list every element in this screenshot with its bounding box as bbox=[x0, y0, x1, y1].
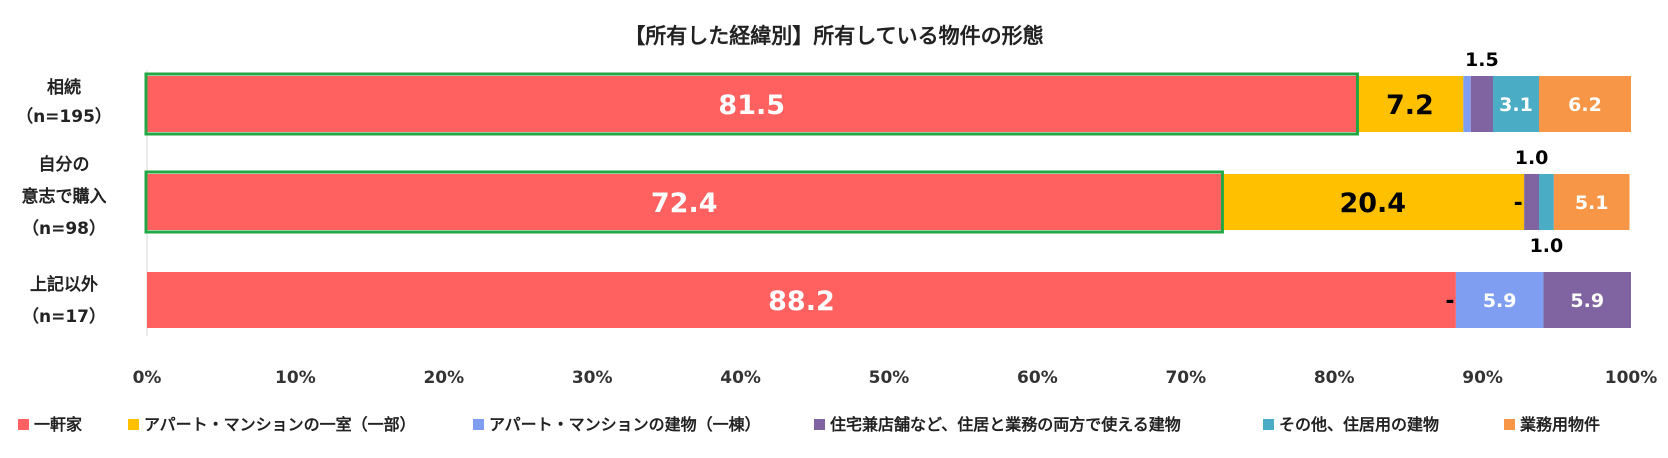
x-tick-label: 60% bbox=[1017, 368, 1058, 388]
x-tick-label: 80% bbox=[1314, 368, 1355, 388]
bar-segment bbox=[1524, 174, 1539, 230]
bar-segment bbox=[147, 174, 1222, 230]
chart-title: 【所有した経緯別】所有している物件の形態 bbox=[624, 24, 1043, 48]
category-label: （n=17） bbox=[22, 306, 106, 327]
value-label: 1.0 bbox=[1530, 235, 1564, 257]
value-label: 1.5 bbox=[1465, 49, 1499, 71]
value-label: 5.9 bbox=[1483, 290, 1517, 312]
legend-label: 業務用物件 bbox=[1519, 415, 1600, 434]
x-tick-label: 0% bbox=[133, 368, 162, 388]
bar-segment bbox=[1470, 76, 1493, 132]
bar-segment bbox=[147, 76, 1357, 132]
value-label: 88.2 bbox=[768, 286, 835, 317]
bars bbox=[144, 72, 1631, 328]
value-label: - bbox=[1514, 191, 1523, 216]
bar-segment bbox=[1538, 174, 1554, 230]
value-label: 81.5 bbox=[718, 90, 785, 121]
category-label: （n=98） bbox=[22, 218, 106, 239]
value-label: 3.1 bbox=[1499, 94, 1533, 116]
value-label: 20.4 bbox=[1339, 188, 1406, 219]
bar-segment bbox=[1543, 272, 1631, 328]
bar-segment bbox=[1455, 272, 1544, 328]
legend: 一軒家 アパート・マンションの一室（一部） アパート・マンションの建物（一棟） 住宅兼… bbox=[18, 415, 1600, 434]
value-label: 6.2 bbox=[1568, 94, 1602, 116]
legend-label: 住宅兼店舗など、住居と業務の両方で使える建物 bbox=[830, 415, 1181, 434]
category-label: 上記以外 bbox=[30, 274, 98, 295]
legend-label: 一軒家 bbox=[34, 415, 83, 434]
value-label: 72.4 bbox=[651, 188, 718, 219]
category-label: （n=195） bbox=[16, 106, 112, 127]
category-label: 意志で購入 bbox=[22, 186, 107, 207]
x-tick-label: 10% bbox=[275, 368, 316, 388]
bar-segment bbox=[1492, 76, 1539, 132]
category-label: 自分の bbox=[39, 154, 90, 175]
value-label: 7.2 bbox=[1386, 90, 1434, 121]
legend-swatch bbox=[1263, 419, 1274, 430]
legend-swatch bbox=[473, 419, 484, 430]
value-labels: 81.5 7.21.53.1 6.272.4 20.4 -1.01.05.188.2-5… bbox=[651, 49, 1609, 317]
x-tick-label: 50% bbox=[869, 368, 910, 388]
category-label: 相続 bbox=[47, 77, 81, 98]
bar-segment bbox=[147, 272, 1456, 328]
x-tick-label: 40% bbox=[720, 368, 761, 388]
x-tick-label: 20% bbox=[423, 368, 464, 388]
legend-label: アパート・マンションの一室（一部） bbox=[144, 415, 416, 434]
bar-segment bbox=[1356, 76, 1464, 132]
highlight-outline bbox=[144, 72, 1359, 136]
bar-segment bbox=[1553, 174, 1630, 230]
value-label: - bbox=[1445, 289, 1454, 314]
value-label: 1.0 bbox=[1515, 147, 1549, 169]
legend-label: アパート・マンションの建物（一棟） bbox=[489, 415, 761, 434]
value-label: 5.1 bbox=[1575, 192, 1609, 214]
highlight-outline bbox=[144, 170, 1224, 234]
legend-swatch bbox=[1504, 419, 1515, 430]
value-label: 5.9 bbox=[1570, 290, 1604, 312]
legend-swatch bbox=[18, 419, 29, 430]
x-tick-label: 90% bbox=[1462, 368, 1503, 388]
bar-segment bbox=[1538, 76, 1631, 132]
legend-label: その他、住居用の建物 bbox=[1279, 415, 1439, 434]
x-tick-label: 70% bbox=[1165, 368, 1206, 388]
x-axis-ticks: 0% 10% 20% 30% 40% 50% 60% 70% 80% 90% 100% bbox=[133, 368, 1658, 388]
legend-swatch bbox=[128, 419, 139, 430]
x-tick-label: 100% bbox=[1605, 368, 1658, 388]
x-tick-label: 30% bbox=[572, 368, 613, 388]
legend-swatch bbox=[814, 419, 825, 430]
bar-segment bbox=[1463, 76, 1471, 132]
bar-segment bbox=[1221, 174, 1525, 230]
